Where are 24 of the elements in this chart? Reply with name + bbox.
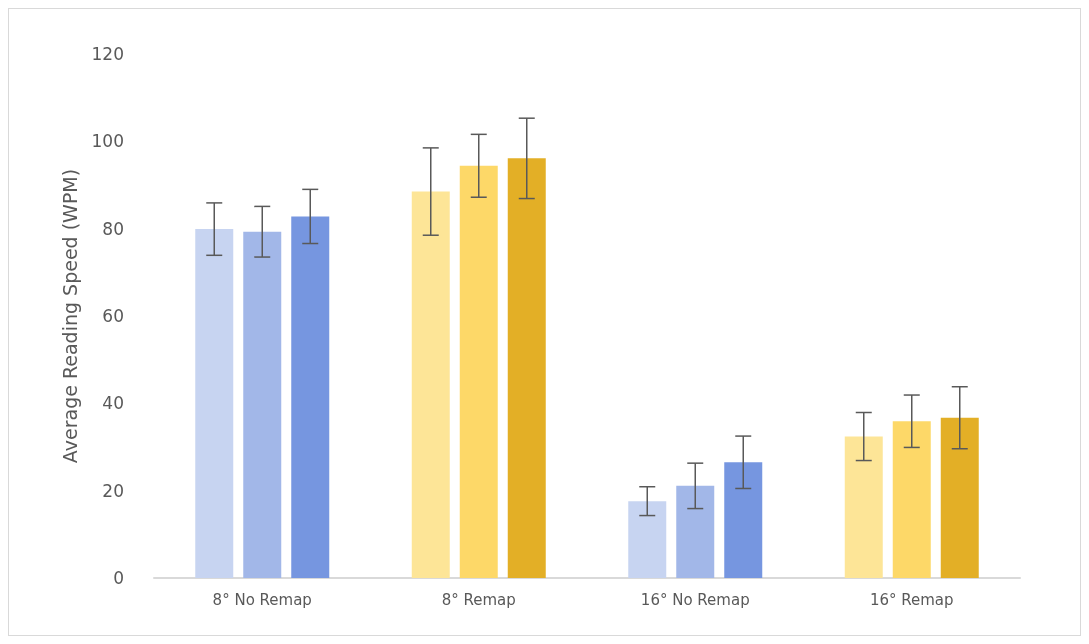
bar bbox=[676, 485, 715, 578]
bar bbox=[507, 158, 546, 578]
y-tick-label: 20 bbox=[102, 480, 124, 501]
bar bbox=[892, 421, 931, 578]
y-tick-label: 40 bbox=[102, 393, 124, 414]
bar bbox=[628, 501, 667, 578]
bar bbox=[459, 165, 498, 578]
y-axis-title: Average Reading Speed (WPM) bbox=[58, 168, 81, 464]
y-tick-label: 100 bbox=[91, 131, 124, 152]
bar bbox=[243, 231, 282, 578]
bar bbox=[195, 229, 234, 578]
x-tick-label: 8° No Remap bbox=[212, 590, 312, 609]
y-tick-label: 120 bbox=[91, 44, 124, 64]
bar bbox=[411, 191, 450, 578]
x-tick-label: 16° No Remap bbox=[640, 590, 750, 609]
y-tick-label: 60 bbox=[102, 306, 124, 326]
bar bbox=[844, 436, 883, 578]
x-tick-label: 16° Remap bbox=[869, 590, 954, 609]
x-tick-label: 8° Remap bbox=[441, 590, 516, 609]
y-tick-label: 0 bbox=[113, 568, 124, 588]
bar bbox=[724, 462, 763, 578]
bar bbox=[291, 216, 330, 578]
y-tick-label: 80 bbox=[102, 218, 124, 239]
bar bbox=[940, 417, 979, 578]
